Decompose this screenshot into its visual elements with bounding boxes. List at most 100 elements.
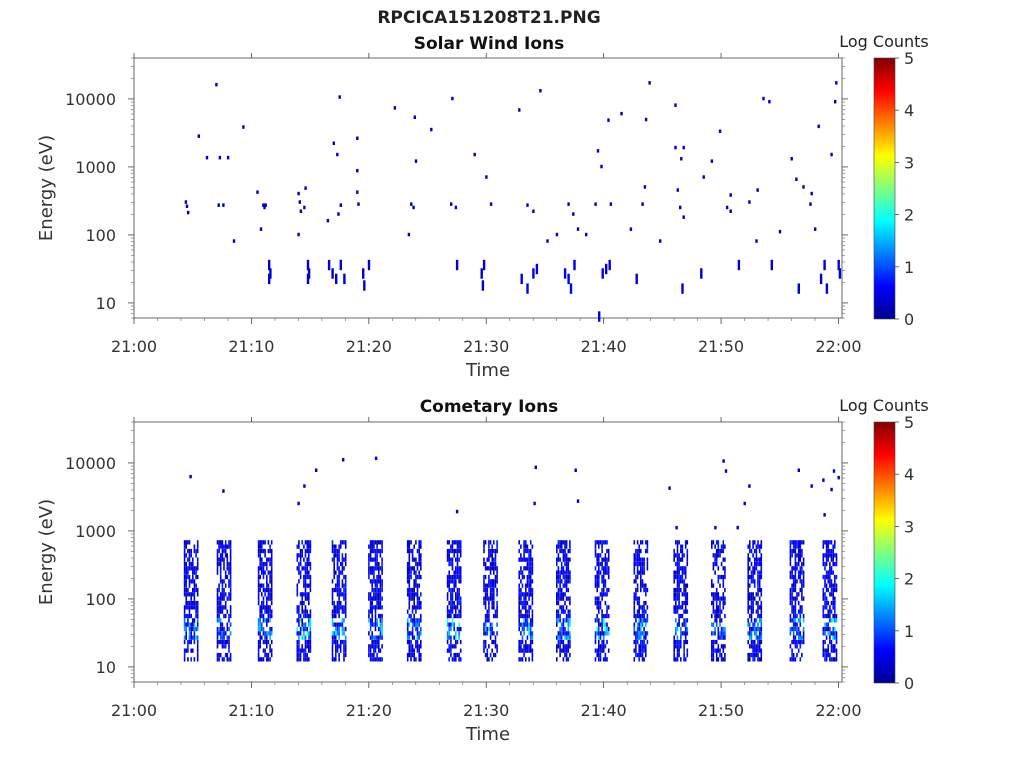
heatmap-cell bbox=[269, 626, 271, 632]
heatmap-cell bbox=[596, 557, 598, 562]
heatmap-cell bbox=[453, 548, 455, 554]
heatmap-cell bbox=[567, 273, 570, 285]
heatmap-cell bbox=[676, 622, 679, 627]
y-tick-label: 1000 bbox=[75, 522, 116, 541]
heatmap-cell bbox=[724, 626, 726, 632]
heatmap-cell bbox=[686, 618, 689, 623]
heatmap-cell bbox=[304, 587, 307, 593]
heatmap-cell bbox=[216, 557, 219, 562]
heatmap-cell bbox=[489, 583, 492, 588]
heatmap-cell bbox=[344, 596, 347, 601]
heatmap-cell bbox=[376, 544, 378, 549]
heatmap-cell bbox=[796, 596, 798, 601]
heatmap-cell bbox=[526, 644, 529, 649]
heatmap-cell bbox=[829, 553, 831, 558]
heatmap-cell bbox=[218, 613, 220, 619]
heatmap-cell bbox=[306, 583, 308, 588]
heatmap-cell bbox=[486, 613, 489, 619]
heatmap-cell bbox=[531, 587, 534, 593]
heatmap-cell bbox=[834, 544, 836, 549]
heatmap-cell bbox=[229, 587, 232, 593]
heatmap-cell bbox=[270, 639, 273, 645]
heatmap-cell bbox=[572, 212, 575, 216]
heatmap-cell bbox=[411, 592, 414, 597]
heatmap-cell bbox=[676, 579, 679, 584]
heatmap-cell bbox=[640, 613, 642, 619]
heatmap-cell bbox=[830, 548, 833, 554]
heatmap-cell bbox=[341, 583, 344, 588]
heatmap-cell bbox=[760, 540, 763, 545]
heatmap-cell bbox=[598, 644, 600, 649]
heatmap-cell bbox=[371, 644, 373, 649]
heatmap-cell bbox=[373, 605, 375, 610]
heatmap-cell bbox=[640, 648, 642, 653]
heatmap-cell bbox=[216, 592, 219, 597]
heatmap-cell bbox=[683, 631, 685, 636]
heatmap-cell bbox=[193, 548, 196, 554]
heatmap-cell bbox=[448, 548, 450, 554]
heatmap-cell bbox=[835, 553, 838, 558]
heatmap-cell bbox=[224, 652, 227, 658]
heatmap-cell bbox=[459, 574, 462, 580]
heatmap-cell bbox=[448, 657, 450, 662]
heatmap-cell bbox=[406, 626, 409, 632]
heatmap-cell bbox=[559, 548, 561, 554]
heatmap-cell bbox=[832, 553, 834, 558]
heatmap-cell bbox=[521, 626, 524, 632]
heatmap-cell bbox=[257, 592, 260, 597]
heatmap-cell bbox=[185, 626, 187, 632]
heatmap-cell bbox=[528, 657, 530, 662]
heatmap-cell bbox=[711, 631, 713, 636]
heatmap-cell bbox=[188, 635, 191, 640]
heatmap-cell bbox=[408, 583, 411, 588]
heatmap-cell bbox=[643, 609, 645, 614]
heatmap-cell bbox=[296, 605, 299, 610]
heatmap-cell bbox=[598, 561, 600, 567]
heatmap-cell bbox=[269, 570, 271, 575]
heatmap-cell bbox=[242, 125, 245, 129]
heatmap-cell bbox=[381, 548, 383, 554]
heatmap-cell bbox=[226, 561, 229, 567]
heatmap-cell bbox=[675, 605, 677, 610]
heatmap-cell bbox=[331, 613, 334, 619]
heatmap-cell bbox=[190, 561, 192, 567]
heatmap-cell bbox=[673, 548, 675, 554]
heatmap-cell bbox=[190, 613, 192, 619]
heatmap-cell bbox=[565, 596, 568, 601]
heatmap-cell bbox=[344, 540, 347, 545]
heatmap-cell bbox=[473, 152, 476, 157]
heatmap-cell bbox=[565, 579, 568, 584]
heatmap-cell bbox=[296, 583, 299, 588]
heatmap-cell bbox=[789, 618, 792, 623]
heatmap-cell bbox=[601, 566, 603, 571]
heatmap-cell bbox=[338, 644, 340, 649]
heatmap-cell bbox=[673, 635, 675, 640]
heatmap-cell bbox=[406, 592, 409, 597]
heatmap-cell bbox=[791, 540, 793, 545]
heatmap-cell bbox=[458, 540, 460, 545]
heatmap-cell bbox=[684, 609, 687, 614]
heatmap-cell bbox=[676, 561, 679, 567]
colorbar-tick-label: 5 bbox=[904, 413, 914, 432]
heatmap-cell bbox=[796, 613, 798, 619]
heatmap-cell bbox=[381, 596, 383, 601]
heatmap-cell bbox=[796, 639, 798, 645]
heatmap-cell bbox=[596, 626, 598, 632]
heatmap-cell bbox=[529, 570, 532, 575]
heatmap-cell bbox=[827, 622, 829, 627]
heatmap-cell bbox=[188, 540, 191, 545]
heatmap-cell bbox=[760, 657, 763, 662]
heatmap-cell bbox=[453, 574, 455, 580]
heatmap-cell bbox=[259, 609, 261, 614]
heatmap-cell bbox=[373, 587, 375, 593]
heatmap-cell bbox=[636, 570, 639, 575]
heatmap-cell bbox=[673, 648, 675, 653]
heatmap-cell bbox=[410, 587, 412, 593]
heatmap-cell bbox=[458, 557, 460, 562]
heatmap-cell bbox=[418, 652, 420, 658]
heatmap-cell bbox=[636, 548, 639, 554]
heatmap-cell bbox=[675, 657, 677, 662]
heatmap-cell bbox=[224, 644, 227, 649]
heatmap-cell bbox=[188, 631, 191, 636]
